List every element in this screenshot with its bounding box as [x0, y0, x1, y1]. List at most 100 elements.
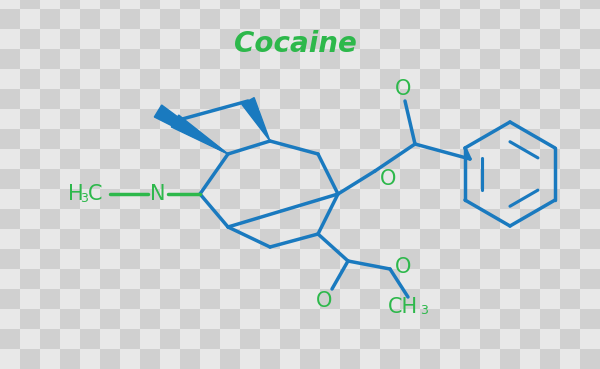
- Bar: [420, 149, 440, 169]
- Bar: [160, 309, 180, 329]
- Bar: [40, 29, 60, 49]
- Bar: [40, 329, 60, 349]
- Bar: [60, 229, 80, 249]
- Bar: [380, 109, 400, 129]
- Bar: [300, 149, 320, 169]
- Bar: [320, 0, 340, 9]
- Bar: [140, 109, 160, 129]
- Bar: [320, 109, 340, 129]
- Bar: [280, 229, 300, 249]
- Bar: [580, 0, 600, 9]
- Bar: [20, 209, 40, 229]
- Bar: [280, 289, 300, 309]
- Bar: [560, 29, 580, 49]
- Bar: [20, 169, 40, 189]
- Bar: [180, 169, 200, 189]
- Bar: [360, 289, 380, 309]
- Bar: [360, 229, 380, 249]
- Bar: [240, 209, 260, 229]
- Bar: [200, 189, 220, 209]
- Bar: [60, 289, 80, 309]
- Bar: [120, 109, 140, 129]
- Bar: [160, 349, 180, 369]
- Bar: [520, 49, 540, 69]
- Bar: [480, 129, 500, 149]
- Bar: [520, 209, 540, 229]
- Bar: [280, 29, 300, 49]
- Bar: [400, 149, 420, 169]
- Bar: [540, 149, 560, 169]
- Bar: [320, 209, 340, 229]
- Bar: [340, 329, 360, 349]
- Bar: [80, 249, 100, 269]
- Bar: [100, 89, 120, 109]
- Polygon shape: [172, 115, 228, 154]
- Text: H: H: [68, 184, 83, 204]
- Bar: [220, 249, 240, 269]
- Bar: [360, 109, 380, 129]
- Bar: [80, 349, 100, 369]
- Bar: [460, 9, 480, 29]
- Bar: [340, 0, 360, 9]
- Bar: [40, 149, 60, 169]
- Bar: [120, 0, 140, 9]
- Bar: [0, 109, 20, 129]
- Bar: [160, 9, 180, 29]
- Bar: [420, 349, 440, 369]
- Bar: [380, 269, 400, 289]
- Bar: [160, 89, 180, 109]
- Bar: [300, 189, 320, 209]
- Bar: [320, 249, 340, 269]
- Bar: [80, 329, 100, 349]
- Bar: [260, 249, 280, 269]
- Bar: [500, 49, 520, 69]
- Bar: [160, 289, 180, 309]
- Bar: [240, 129, 260, 149]
- Bar: [100, 229, 120, 249]
- Bar: [40, 269, 60, 289]
- Bar: [420, 229, 440, 249]
- Bar: [580, 249, 600, 269]
- Bar: [540, 9, 560, 29]
- Bar: [300, 9, 320, 29]
- Bar: [440, 189, 460, 209]
- Bar: [560, 189, 580, 209]
- Bar: [160, 29, 180, 49]
- Bar: [140, 29, 160, 49]
- Bar: [320, 89, 340, 109]
- Bar: [0, 169, 20, 189]
- Bar: [400, 89, 420, 109]
- Bar: [240, 29, 260, 49]
- Bar: [140, 0, 160, 9]
- Bar: [20, 109, 40, 129]
- Bar: [120, 329, 140, 349]
- Text: O: O: [395, 257, 412, 277]
- Bar: [200, 209, 220, 229]
- Bar: [540, 49, 560, 69]
- Bar: [320, 229, 340, 249]
- Bar: [380, 69, 400, 89]
- Bar: [260, 69, 280, 89]
- Bar: [120, 29, 140, 49]
- Bar: [340, 269, 360, 289]
- Bar: [20, 189, 40, 209]
- Bar: [500, 109, 520, 129]
- Bar: [460, 89, 480, 109]
- Bar: [400, 129, 420, 149]
- Bar: [320, 309, 340, 329]
- Bar: [260, 29, 280, 49]
- Bar: [40, 0, 60, 9]
- Bar: [440, 289, 460, 309]
- Bar: [260, 349, 280, 369]
- Bar: [220, 189, 240, 209]
- Bar: [280, 189, 300, 209]
- Bar: [480, 149, 500, 169]
- Bar: [260, 149, 280, 169]
- Bar: [60, 349, 80, 369]
- Bar: [500, 189, 520, 209]
- Bar: [80, 69, 100, 89]
- Bar: [460, 229, 480, 249]
- Bar: [200, 109, 220, 129]
- Bar: [460, 189, 480, 209]
- Bar: [60, 269, 80, 289]
